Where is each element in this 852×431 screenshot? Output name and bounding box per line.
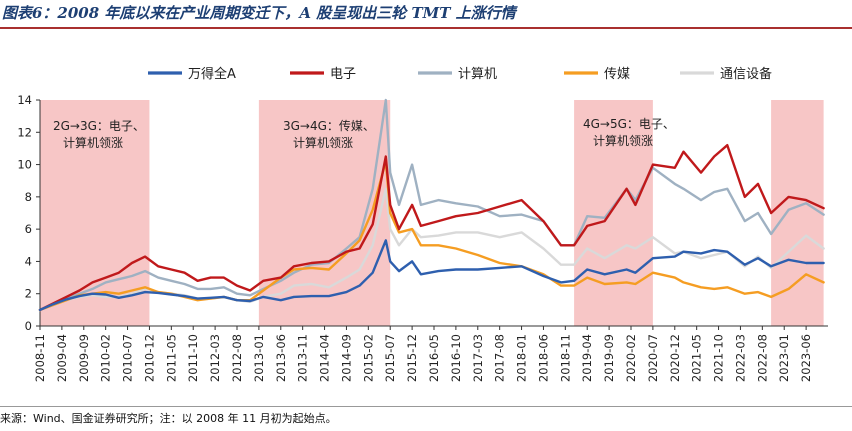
series-line-2 (38, 143, 825, 312)
legend-label-2: 电子 (330, 67, 356, 82)
chart-title: 图表6：2008 年底以来在产业周期变迁下，A 股呈现出三轮 TMT 上涨行情 (2, 4, 516, 22)
x-tick-label: 2020-02 (624, 334, 638, 382)
series-lines (38, 98, 825, 312)
x-tick-label: 2017-08 (493, 334, 507, 382)
axes: 0 2 4 6 8 10 12 14 2008-11 2009-04 2009-09 2010-02 2… (17, 93, 828, 382)
series-line-4 (38, 160, 825, 312)
y-tick-label: 2 (25, 287, 32, 301)
y-tick-label: 6 (25, 222, 32, 236)
x-tick-label: 2010-02 (99, 334, 113, 382)
annotations: 2G→3G：电子、计算机领涨 3G→4G：传媒、计算机领涨 4G→5G：电子、计算机… (53, 117, 675, 150)
x-tick-label: 2010-07 (121, 334, 135, 382)
x-tick-label: 2022-08 (755, 334, 769, 382)
source-note: 来源：Wind、国金证券研究所；注：以 2008 年 11 月初为起始点。 (0, 412, 337, 425)
x-tick-label: 2009-04 (55, 334, 69, 382)
x-tick-label: 2009-09 (77, 334, 91, 382)
x-tick-label: 2021-10 (712, 334, 726, 382)
x-tick-label: 2020-12 (668, 334, 682, 382)
legend-label-1: 万得全A (188, 66, 236, 82)
series-line-3 (38, 98, 825, 312)
legend-label-4: 传媒 (604, 67, 630, 82)
x-tick-label: 2014-09 (339, 334, 353, 382)
x-tick-label: 2013-01 (252, 334, 266, 382)
x-tick-label: 2012-03 (208, 334, 222, 382)
y-tick-label: 14 (17, 93, 32, 107)
x-tick-label: 2013-11 (296, 334, 310, 382)
x-tick-label: 2016-10 (449, 334, 463, 382)
legend-label-3: 计算机 (458, 67, 497, 82)
x-tick-label: 2016-05 (427, 334, 441, 382)
series-line-1 (38, 239, 825, 312)
x-tick-label: 2015-07 (383, 334, 397, 382)
x-tick-label: 2023-01 (777, 334, 791, 382)
x-tick-label: 2021-05 (690, 334, 704, 382)
y-tick-label: 8 (25, 190, 32, 204)
x-tick-label: 2018-11 (558, 334, 572, 382)
period-annotation-2: 3G→4G：传媒、计算机领涨 (283, 118, 375, 150)
x-tick-label: 2010-12 (142, 334, 156, 382)
x-tick-label: 2013-06 (274, 334, 288, 382)
shaded-period-2 (258, 100, 391, 326)
x-tick-label: 2011-05 (164, 334, 178, 382)
x-tick-label: 2011-10 (186, 334, 200, 382)
period-annotation-1: 2G→3G：电子、计算机领涨 (53, 119, 145, 150)
shaded-periods (40, 100, 824, 326)
x-tick-label: 2017-03 (471, 334, 485, 382)
x-tick-label: 2015-02 (361, 334, 375, 382)
x-tick-label: 2019-09 (602, 334, 616, 382)
y-tick-label: 12 (17, 125, 32, 139)
y-tick-label: 4 (25, 254, 32, 268)
x-tick-label: 2022-03 (733, 334, 747, 382)
legend: 万得全A 电子 计算机 传媒 通信设备 (148, 66, 772, 82)
x-tick-label: 2015-12 (405, 334, 419, 382)
y-tick-label: 10 (17, 158, 32, 172)
x-tick-label: 2023-06 (799, 334, 813, 382)
x-tick-label: 2018-06 (536, 334, 550, 382)
x-tick-label: 2008-11 (33, 334, 47, 382)
title-rule (0, 27, 852, 29)
x-tick-label: 2012-08 (230, 334, 244, 382)
period-annotation-3: 4G→5G：电子、计算机领涨 (583, 117, 675, 148)
x-tick-label: 2020-07 (646, 334, 660, 382)
x-tick-label: 2018-01 (515, 334, 529, 382)
x-tick-label: 2014-04 (318, 334, 332, 382)
bottom-rule (0, 406, 852, 407)
shaded-period-3 (574, 100, 653, 326)
y-tick-label: 0 (25, 319, 32, 333)
chart-svg: 0 2 4 6 8 10 12 14 2008-11 2009-04 2009-09 2010-02 2… (17, 66, 828, 382)
x-tick-label: 2019-04 (580, 334, 594, 382)
legend-label-5: 通信设备 (720, 66, 772, 82)
shaded-period-4 (771, 100, 824, 326)
